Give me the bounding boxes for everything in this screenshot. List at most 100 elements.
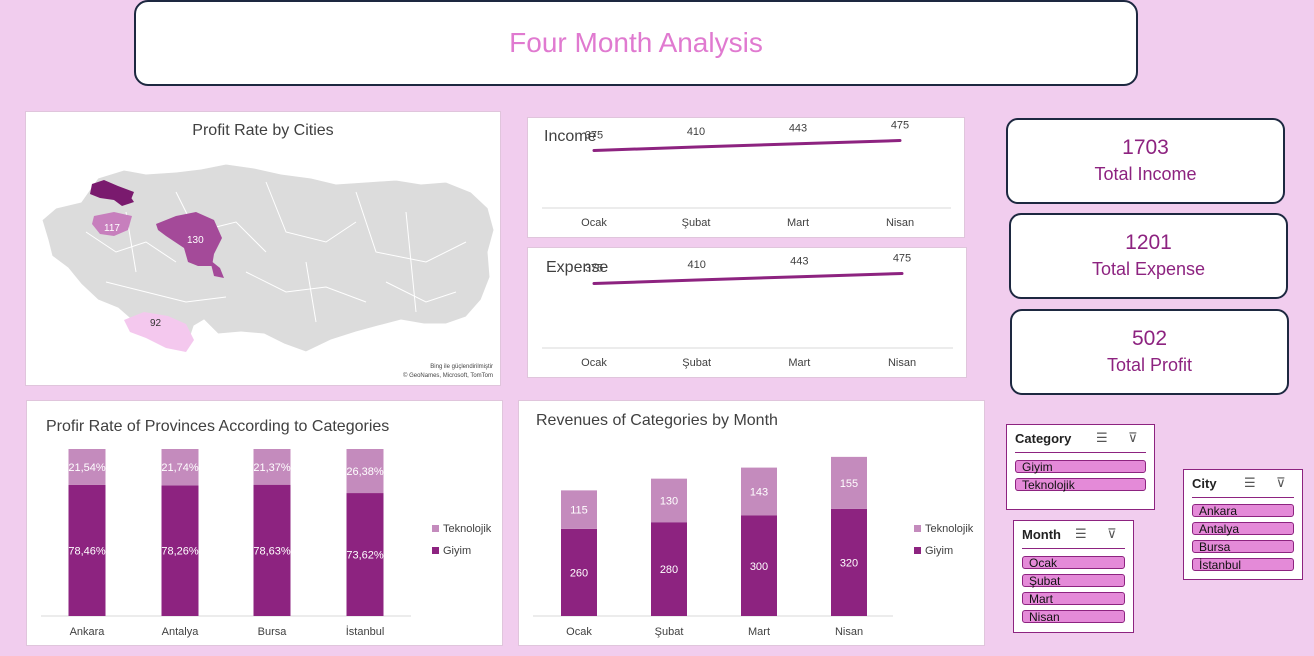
province-stacked-bar-chart: 78,46% 21,54% Ankara 78,26% 21,74% Antalya 78,…: [41, 449, 411, 638]
category-item-teknolojik[interactable]: Teknolojik: [1015, 478, 1146, 491]
kpi-profit-label: Total Profit: [1106, 355, 1193, 375]
x-tick-label: Mart: [748, 626, 770, 638]
x-tick-label: Şubat: [682, 357, 711, 369]
dashboard-title: Four Month Analysis: [509, 27, 763, 58]
kpi-expense-label: Total Expense: [1091, 259, 1206, 279]
clear-filter-icon[interactable]: ⊽: [1276, 476, 1286, 491]
month-slicer[interactable]: Month ☰ ⊽ Ocak Şubat Mart Nisan: [1013, 520, 1134, 633]
multi-select-icon[interactable]: ☰: [1244, 476, 1256, 491]
bursa-label: 117: [104, 223, 120, 234]
bar-teknolojik: [161, 449, 199, 486]
revenue-category-chart-panel[interactable]: Revenues of Categories by Month 260 115 Oc…: [518, 400, 985, 646]
bar-teknolojik: [561, 490, 597, 529]
income-line-chart: 375 Ocak 410 Şubat 443 Mart 475 Nisan: [542, 120, 951, 229]
bar-teknolojik: [253, 449, 291, 485]
x-tick-label: Şubat: [655, 626, 684, 638]
kpi-expense-value: 1201: [1125, 231, 1172, 254]
revenue-legend-teknolojik: Teknolojik: [914, 523, 973, 535]
dashboard-title-box: Four Month Analysis: [134, 0, 1138, 86]
revenue-legend-giyim: Giyim: [914, 545, 953, 557]
antalya-label: 92: [150, 318, 162, 329]
slicer-divider: [1022, 548, 1125, 549]
data-label-giyim: 78,26%: [161, 546, 199, 558]
data-label: 443: [789, 123, 807, 135]
series-line: [592, 139, 902, 152]
month-item-mart[interactable]: Mart: [1022, 592, 1125, 605]
bar-giyim: [68, 484, 106, 616]
bar-giyim: [561, 528, 597, 616]
data-label-teknolojik: 21,74%: [161, 462, 199, 474]
bar-teknolojik: [741, 467, 777, 516]
data-label-teknolojik: 155: [840, 478, 858, 490]
bar-giyim: [253, 484, 291, 616]
turkey-map: 117 130 92 Bing ile güçlendirilmiştir © …: [41, 163, 495, 379]
expense-chart-title: Expense: [546, 259, 609, 276]
province-category-chart-panel[interactable]: Profir Rate of Provinces According to Ca…: [26, 400, 503, 646]
data-label: 475: [891, 120, 909, 132]
x-tick-label: İstanbul: [346, 625, 385, 638]
ankara-label: 130: [187, 235, 204, 246]
multi-select-icon[interactable]: ☰: [1075, 527, 1087, 542]
province-legend-teknolojik: Teknolojik: [432, 523, 491, 535]
data-label-teknolojik: 26,38%: [346, 466, 384, 478]
map-credit-geonames: © GeoNames, Microsoft, TomTom: [403, 372, 493, 379]
data-label-teknolojik: 115: [570, 505, 588, 517]
bar-giyim: [831, 508, 867, 616]
bar-giyim: [741, 515, 777, 616]
data-label: 410: [687, 259, 705, 271]
x-tick-label: Bursa: [258, 626, 288, 638]
x-tick-label: Nisan: [888, 357, 916, 369]
city-item-ankara[interactable]: Ankara: [1192, 504, 1294, 517]
income-chart-panel[interactable]: Income 375 Ocak 410 Şubat 443 Mart 475 Nisan: [527, 117, 965, 238]
map-credit-bing: Bing ile güçlendirilmiştir: [430, 364, 493, 370]
data-label-giyim: 73,62%: [346, 550, 384, 562]
province-legend-giyim: Giyim: [432, 545, 471, 557]
slicer-divider: [1192, 497, 1294, 498]
province-chart-title: Profir Rate of Provinces According to Ca…: [46, 418, 390, 435]
kpi-income-value: 1703: [1122, 136, 1169, 159]
income-chart-title: Income: [544, 128, 597, 145]
data-label-giyim: 320: [840, 557, 858, 569]
antalya-region: [124, 312, 194, 352]
bar-teknolojik: [68, 449, 106, 485]
clear-filter-icon[interactable]: ⊽: [1128, 431, 1138, 446]
category-slicer[interactable]: Category ☰ ⊽ Giyim Teknolojik: [1006, 424, 1155, 510]
data-label-giyim: 300: [750, 561, 768, 573]
month-item-subat[interactable]: Şubat: [1022, 574, 1125, 587]
month-item-ocak[interactable]: Ocak: [1022, 556, 1125, 569]
expense-chart-panel[interactable]: Expense 375 Ocak 410 Şubat 443 Mart 475 Nisan: [527, 247, 967, 378]
city-item-istanbul[interactable]: İstanbul: [1192, 558, 1294, 571]
data-label-giyim: 260: [570, 567, 588, 579]
bar-giyim: [346, 493, 384, 616]
istanbul-region: [90, 180, 134, 202]
bar-teknolojik: [346, 449, 384, 494]
data-label-teknolojik: 21,37%: [253, 462, 291, 474]
bursa-region: [92, 212, 132, 236]
clear-filter-icon[interactable]: ⊽: [1107, 527, 1117, 542]
data-label-teknolojik: 143: [750, 487, 768, 499]
istanbul-south: [114, 196, 134, 206]
city-slicer-title: City: [1192, 476, 1217, 491]
data-label: 475: [893, 253, 911, 265]
kpi-total-income: 1703 Total Income: [1006, 118, 1285, 204]
data-label-teknolojik: 21,54%: [68, 462, 106, 474]
data-label: 443: [790, 256, 808, 268]
data-label-giyim: 280: [660, 564, 678, 576]
month-item-nisan[interactable]: Nisan: [1022, 610, 1125, 623]
revenue-chart-title: Revenues of Categories by Month: [536, 412, 778, 429]
x-tick-label: Nisan: [886, 217, 914, 229]
province-borders: [85, 181, 467, 323]
x-tick-label: Mart: [787, 217, 809, 229]
city-slicer[interactable]: City ☰ ⊽ Ankara Antalya Bursa İstanbul: [1183, 469, 1303, 580]
city-item-antalya[interactable]: Antalya: [1192, 522, 1294, 535]
ankara-region: [156, 212, 222, 266]
map-title: Profit Rate by Cities: [192, 122, 334, 139]
multi-select-icon[interactable]: ☰: [1096, 431, 1108, 446]
data-label-giyim: 78,46%: [68, 545, 106, 557]
city-item-bursa[interactable]: Bursa: [1192, 540, 1294, 553]
bar-giyim: [161, 485, 199, 616]
map-chart-panel[interactable]: Profit Rate by Cities 117 130 92 Bing il…: [25, 111, 501, 386]
category-item-giyim[interactable]: Giyim: [1015, 460, 1146, 473]
series-line: [592, 272, 904, 285]
data-label-teknolojik: 130: [660, 495, 678, 507]
